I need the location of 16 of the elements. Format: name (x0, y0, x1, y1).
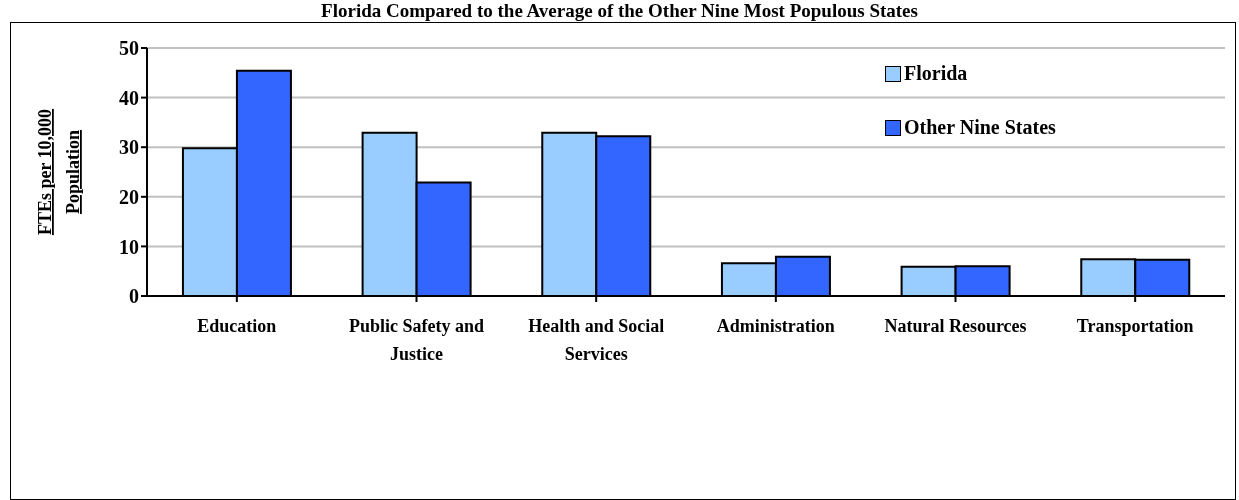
y-axis-title: FTEs per 10,000 Population (35, 108, 83, 236)
chart-title: Florida Compared to the Average of the Other Nine Most Populous States (320, 0, 919, 22)
y-tick-label: 40 (119, 86, 139, 109)
legend-label: Florida (903, 61, 969, 86)
x-tick-label: Administration (716, 316, 835, 336)
x-tick-label: Health and Social Services (528, 316, 665, 364)
x-tick-label: Education (197, 316, 277, 336)
y-tick-label: 50 (119, 37, 139, 60)
y-tick-label: 0 (129, 285, 139, 308)
x-tick-label: Natural Resources (884, 316, 1027, 336)
y-tick-label: 20 (119, 185, 139, 208)
x-tick-label: Transportation (1076, 316, 1194, 336)
y-tick-label: 10 (119, 235, 139, 258)
y-tick-label: 30 (119, 136, 139, 159)
x-tick-label: Public Safety and Justice (348, 316, 485, 364)
legend-label: Other Nine States (903, 115, 1056, 140)
